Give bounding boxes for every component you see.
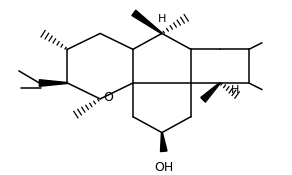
Polygon shape xyxy=(39,80,67,86)
Text: O: O xyxy=(103,90,113,104)
Polygon shape xyxy=(161,132,167,152)
Text: H: H xyxy=(158,14,166,24)
Text: H: H xyxy=(231,86,239,96)
Polygon shape xyxy=(201,83,220,102)
Polygon shape xyxy=(132,10,162,34)
Text: OH: OH xyxy=(154,161,173,174)
